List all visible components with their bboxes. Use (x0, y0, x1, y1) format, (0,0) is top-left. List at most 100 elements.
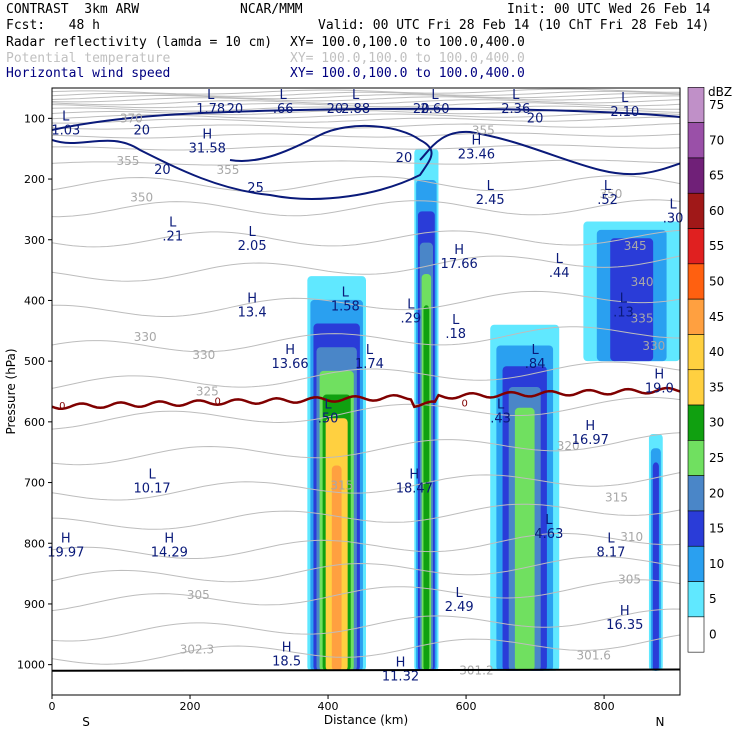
wind-label-1: 20 (227, 102, 244, 117)
colorbar-label-70: 70 (709, 133, 724, 147)
extremum-value-0: 1.03 (51, 123, 80, 138)
theta-contour-line (52, 532, 680, 559)
extremum-kind-8: H (472, 134, 482, 149)
header-fcst: Fcst: 48 h (6, 18, 100, 33)
theta-label-7: 340 (631, 275, 654, 289)
theta-contour-line (52, 144, 680, 151)
y-axis-title: Pressure (hPa) (4, 348, 18, 434)
extremum-kind-0: L (62, 109, 70, 124)
extremum-value-3: 2.88 (341, 102, 370, 117)
extremum-kind-27: H (585, 419, 595, 434)
y-tick-label-5: 600 (24, 416, 45, 429)
theta-label-0: 370 (120, 111, 143, 125)
x-tick-label-0: 0 (49, 700, 56, 713)
wind-label-4: 20 (527, 111, 544, 126)
colorbar-swatch-65 (687, 157, 705, 194)
extremum-kind-36: H (282, 641, 292, 656)
colorbar-label-35: 35 (709, 380, 724, 394)
x-axis-title: Distance (km) (324, 713, 408, 727)
theta-contour-line (52, 229, 680, 248)
wind-contour-2 (52, 107, 680, 131)
extremum-kind-37: H (396, 656, 406, 671)
field-wind-name: Horizontal wind speed (6, 66, 171, 81)
y-tick-label-3: 400 (24, 294, 45, 307)
extremum-kind-12: L (169, 216, 177, 231)
extremum-kind-9: L (487, 179, 495, 194)
colorbar-swatch-10 (687, 545, 705, 582)
extremum-value-13: 2.05 (238, 239, 267, 254)
extremum-value-26: .43 (490, 412, 511, 427)
theta-contour-line (52, 432, 680, 466)
extremum-value-25: .50 (318, 412, 339, 427)
extremum-kind-22: L (366, 343, 374, 358)
extremum-value-16: 13.4 (238, 306, 267, 321)
theta-contour-line (52, 88, 680, 95)
theta-contour-line (52, 102, 680, 109)
theta-contour-line (52, 199, 680, 218)
wind-contour-0 (52, 125, 433, 200)
extremum-value-18: .29 (401, 312, 422, 327)
wind-label-6: 25 (247, 181, 264, 196)
theta-contour-line (52, 175, 680, 193)
theta-label-6: 345 (624, 239, 647, 253)
zero-line-label-2: 0 (461, 398, 467, 409)
colorbar-label-75: 75 (709, 98, 724, 112)
extremum-value-15: .44 (549, 266, 570, 281)
colorbar-label-50: 50 (709, 275, 724, 289)
x-end-label-left: S (82, 715, 90, 729)
header-model: CONTRAST 3km ARW (6, 2, 140, 17)
x-tick-label-2: 400 (318, 700, 339, 713)
field-reflectivity-name: Radar reflectivity (lamda = 10 cm) (6, 35, 273, 50)
theta-contour-line (52, 159, 680, 166)
theta-contour-line (52, 93, 680, 100)
field-reflectivity-xy: XY= 100.0,100.0 to 100.0,400.0 (290, 35, 525, 50)
extremum-kind-24: H (654, 367, 664, 382)
extremum-value-29: 18.47 (396, 482, 433, 497)
extremum-kind-21: H (285, 343, 295, 358)
y-tick-label-9: 1000 (17, 659, 45, 672)
wind-contour-1 (419, 130, 680, 176)
y-tick-label-4: 500 (24, 355, 45, 368)
extremum-value-20: .13 (613, 306, 634, 321)
extremum-value-27: 16.97 (572, 433, 609, 448)
extremum-value-37: 11.32 (382, 670, 419, 685)
extremum-kind-11: L (669, 197, 677, 212)
extremum-kind-23: L (531, 343, 539, 358)
wind-contours (52, 107, 680, 200)
field-theta-name: Potential temperature (6, 51, 171, 66)
extremum-value-21: 13.66 (271, 357, 308, 372)
extremum-kind-20: L (620, 292, 628, 307)
extremum-value-23: .84 (525, 357, 546, 372)
reflectivity-fill (307, 148, 680, 671)
extremum-kind-19: L (452, 313, 460, 328)
extremum-kind-14: H (454, 243, 464, 258)
extremum-value-7: 31.58 (189, 142, 226, 157)
extremum-value-35: 16.35 (606, 618, 643, 633)
zero-line-label-0: 0 (59, 401, 65, 412)
colorbar-swatch-40 (687, 334, 705, 371)
colorbar-label-60: 60 (709, 204, 724, 218)
theta-contour-line (52, 361, 680, 389)
extremum-value-1: 1.78 (196, 102, 225, 117)
theta-label-16: 310 (620, 530, 643, 544)
extremum-value-6: 2.10 (610, 105, 639, 120)
colorbar-swatch-70 (687, 122, 705, 159)
y-tick-label-8: 900 (24, 598, 45, 611)
extremum-value-14: 17.66 (441, 257, 478, 272)
x-tick-label-4: 800 (594, 700, 615, 713)
colorbar-label-0: 0 (709, 628, 717, 642)
header-init: Init: 00 UTC Wed 26 Feb 14 (507, 2, 711, 17)
theta-label-17: 305 (187, 588, 210, 602)
colorbar-swatch-5 (687, 581, 705, 618)
extremum-kind-32: H (164, 531, 174, 546)
zero-line-label-1: 0 (214, 397, 220, 408)
theta-label-11: 330 (642, 339, 665, 353)
reflectivity-cell-3-15 (610, 238, 654, 362)
x-tick-label-1: 200 (180, 700, 201, 713)
theta-contour-line (52, 90, 680, 97)
extremum-value-19: .18 (445, 327, 466, 342)
colorbar-label-15: 15 (709, 522, 724, 536)
theta-contour-line (52, 579, 680, 612)
theta-contour-line (52, 396, 680, 430)
